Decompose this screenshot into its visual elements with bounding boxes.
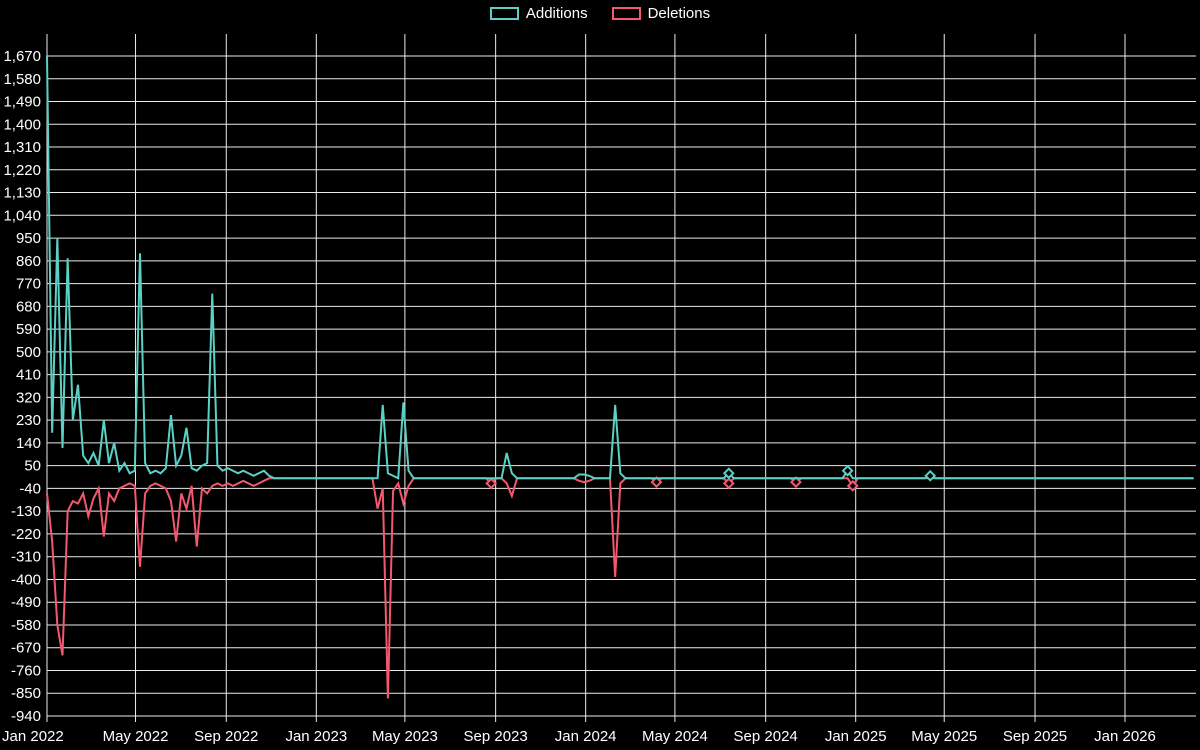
y-tick-label: -130	[11, 503, 41, 520]
y-tick-label: -850	[11, 685, 41, 702]
x-tick-label: May 2024	[642, 728, 708, 745]
y-tick-label: -40	[19, 480, 41, 497]
x-tick-label: Sep 2025	[1003, 728, 1067, 745]
x-tick-label: Jan 2024	[555, 728, 617, 745]
y-tick-label: 1,400	[3, 116, 41, 133]
additions-point-marker	[924, 469, 937, 482]
x-tick-label: Jan 2025	[825, 728, 887, 745]
y-tick-label: 770	[16, 276, 41, 293]
deletions-point-marker	[846, 479, 859, 492]
x-tick-label: Jan 2022	[2, 728, 64, 745]
additions-swatch-icon	[489, 7, 519, 20]
x-tick-label: May 2025	[911, 728, 977, 745]
x-tick-label: May 2023	[372, 728, 438, 745]
y-tick-label: 1,220	[3, 162, 41, 179]
additions-point-marker	[722, 467, 735, 480]
x-tick-label: Jan 2023	[285, 728, 347, 745]
deletions-point-marker	[790, 476, 802, 489]
y-tick-label: -490	[11, 594, 41, 611]
y-tick-label: 320	[16, 389, 41, 406]
x-tick-label: Jan 2026	[1094, 728, 1156, 745]
y-tick-label: 1,310	[3, 139, 41, 156]
x-tick-label: Sep 2023	[464, 728, 528, 745]
y-tick-label: -400	[11, 571, 41, 588]
y-tick-label: 500	[16, 344, 41, 361]
additions-line	[46, 55, 1194, 480]
y-tick-label: 1,130	[3, 185, 41, 202]
legend-item-deletions[interactable]: Deletions	[611, 5, 711, 22]
chart-legend: Additions Deletions	[0, 5, 1200, 22]
y-tick-label: -940	[11, 708, 41, 725]
y-tick-label: 590	[16, 321, 41, 338]
deletions-point-marker	[650, 476, 663, 489]
y-tick-label: 950	[16, 230, 41, 247]
y-tick-label: -310	[11, 549, 41, 566]
y-tick-label: 410	[16, 367, 41, 384]
y-tick-label: -220	[11, 526, 41, 543]
y-tick-label: 1,040	[3, 207, 41, 224]
legend-label-additions: Additions	[525, 5, 588, 22]
y-tick-label: 1,670	[3, 48, 41, 65]
y-tick-label: 140	[16, 435, 41, 452]
x-tick-label: Sep 2022	[194, 728, 258, 745]
legend-item-additions[interactable]: Additions	[489, 5, 588, 22]
y-tick-label: 230	[16, 412, 41, 429]
y-tick-label: -760	[11, 662, 41, 679]
deletions-swatch-icon	[611, 7, 641, 20]
y-tick-label: 680	[16, 298, 41, 315]
y-tick-label: 860	[16, 253, 41, 270]
y-tick-label: -670	[11, 640, 41, 657]
x-tick-label: May 2022	[103, 728, 169, 745]
deletions-point-marker	[485, 477, 498, 490]
y-tick-label: 1,490	[3, 94, 41, 111]
additions-point-marker	[841, 464, 854, 477]
x-tick-label: Sep 2024	[734, 728, 798, 745]
y-tick-label: 1,580	[3, 71, 41, 88]
legend-label-deletions: Deletions	[647, 5, 711, 22]
y-tick-label: 50	[24, 458, 41, 475]
deletions-point-marker	[722, 477, 735, 490]
y-tick-label: -580	[11, 617, 41, 634]
